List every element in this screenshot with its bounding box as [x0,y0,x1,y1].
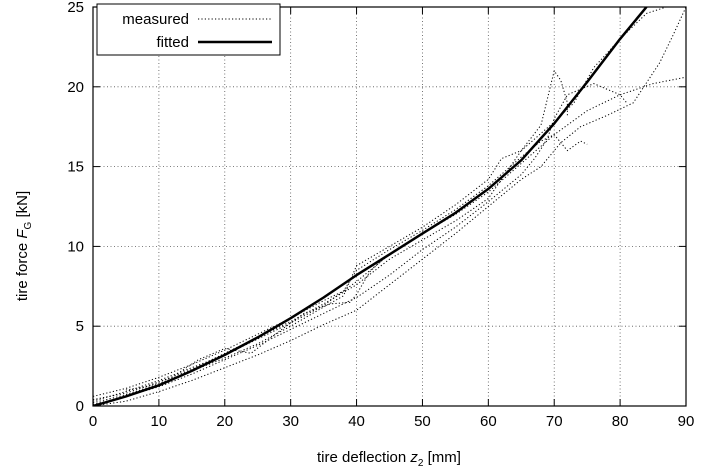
y-axis-label: tire force FG [kN] [14,191,34,301]
y-tick-label: 20 [67,79,84,96]
tick-labels: 0 10 20 30 40 50 60 70 80 90 0 5 10 15 20 25 [67,0,694,430]
measured-trace [93,134,588,397]
x-tick-label: 20 [216,413,233,430]
legend-box [96,3,281,56]
grid [93,7,686,406]
measured-trace [93,69,568,401]
measured-trace [125,258,384,391]
measured-trace [93,7,686,406]
x-axis-label-suffix: [mm] [423,449,461,466]
y-tick-label: 5 [76,318,84,335]
x-tick-label: 30 [282,413,299,430]
y-axis-label-var: F [14,229,31,239]
x-axis-label-prefix: tire deflection [317,449,410,466]
x-tick-label: 0 [89,413,97,430]
legend: measured fitted [96,3,281,56]
x-tick-label: 10 [151,413,168,430]
legend-label-measured: measured [122,11,189,28]
series-group [93,7,686,406]
y-tick-label: 15 [67,159,84,176]
x-axis-label: tire deflection z2 [mm] [317,449,461,469]
y-axis-label-sub: G [23,221,34,229]
fitted-line [93,7,648,406]
series-layer [93,7,686,406]
y-axis-label-prefix: tire force [14,239,31,302]
y-tick-label: 10 [67,238,84,255]
y-axis-label-suffix: [kN] [14,191,31,222]
x-tick-label: 70 [546,413,563,430]
x-axis-label-var: z [409,449,418,466]
y-tick-label: 0 [76,398,84,415]
x-axis-label-sub: 2 [418,458,424,469]
x-tick-label: 60 [480,413,497,430]
x-tick-label: 90 [678,413,695,430]
x-tick-label: 40 [348,413,365,430]
y-tick-label: 25 [67,0,84,16]
legend-label-fitted: fitted [156,34,189,51]
plot-frame [92,6,687,407]
x-tick-label: 80 [612,413,629,430]
x-tick-label: 50 [414,413,431,430]
